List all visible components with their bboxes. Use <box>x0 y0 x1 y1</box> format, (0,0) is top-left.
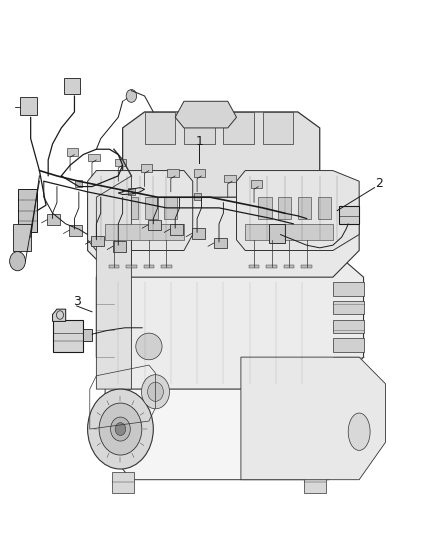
Polygon shape <box>115 159 126 166</box>
Polygon shape <box>333 301 364 314</box>
Polygon shape <box>266 265 277 268</box>
Polygon shape <box>128 188 135 195</box>
Polygon shape <box>333 282 364 296</box>
Polygon shape <box>144 265 154 268</box>
Polygon shape <box>298 197 311 219</box>
Polygon shape <box>333 320 364 333</box>
Polygon shape <box>88 154 100 161</box>
Polygon shape <box>123 112 320 197</box>
Polygon shape <box>284 265 294 268</box>
Polygon shape <box>112 472 134 493</box>
Polygon shape <box>88 176 359 277</box>
Polygon shape <box>237 171 359 251</box>
Polygon shape <box>145 112 175 144</box>
Polygon shape <box>83 329 92 341</box>
Ellipse shape <box>136 333 162 360</box>
Polygon shape <box>333 338 364 352</box>
Polygon shape <box>20 97 37 115</box>
Circle shape <box>148 382 163 401</box>
Polygon shape <box>105 224 184 240</box>
Polygon shape <box>96 282 114 296</box>
Text: 3: 3 <box>73 295 81 308</box>
Polygon shape <box>109 265 119 268</box>
Text: 2: 2 <box>375 177 383 190</box>
Polygon shape <box>96 176 131 389</box>
Circle shape <box>126 90 137 102</box>
Polygon shape <box>75 180 82 187</box>
Ellipse shape <box>348 413 370 450</box>
Circle shape <box>115 423 126 435</box>
Polygon shape <box>18 189 37 232</box>
Polygon shape <box>214 238 227 248</box>
Polygon shape <box>304 472 326 493</box>
Polygon shape <box>194 193 201 200</box>
Polygon shape <box>318 197 331 219</box>
Polygon shape <box>96 301 114 314</box>
Polygon shape <box>263 112 293 144</box>
Polygon shape <box>67 148 78 156</box>
Circle shape <box>88 389 153 469</box>
Circle shape <box>10 252 25 271</box>
Polygon shape <box>339 206 359 224</box>
Polygon shape <box>170 224 183 235</box>
Polygon shape <box>167 169 179 177</box>
Polygon shape <box>175 101 237 128</box>
Polygon shape <box>192 228 205 239</box>
Polygon shape <box>224 175 236 182</box>
Circle shape <box>141 375 170 409</box>
Polygon shape <box>96 320 114 333</box>
Polygon shape <box>105 197 118 219</box>
Polygon shape <box>251 180 262 188</box>
Polygon shape <box>13 224 31 251</box>
Polygon shape <box>269 224 285 243</box>
Polygon shape <box>126 265 137 268</box>
Polygon shape <box>164 197 177 219</box>
Polygon shape <box>53 320 83 352</box>
Polygon shape <box>148 220 161 230</box>
Polygon shape <box>145 197 158 219</box>
Polygon shape <box>113 241 126 252</box>
Circle shape <box>99 403 142 455</box>
Polygon shape <box>301 265 312 268</box>
Polygon shape <box>96 338 114 352</box>
Polygon shape <box>141 164 152 172</box>
Text: 1: 1 <box>195 135 203 148</box>
Circle shape <box>110 417 131 441</box>
Polygon shape <box>69 225 82 236</box>
Polygon shape <box>194 169 205 177</box>
Polygon shape <box>91 236 104 246</box>
Polygon shape <box>47 214 60 225</box>
Polygon shape <box>125 197 138 219</box>
Polygon shape <box>88 171 193 251</box>
Polygon shape <box>64 78 80 94</box>
Polygon shape <box>223 112 254 144</box>
Polygon shape <box>245 224 333 240</box>
Polygon shape <box>249 265 259 268</box>
Polygon shape <box>53 309 66 321</box>
Polygon shape <box>241 357 385 480</box>
Polygon shape <box>278 197 291 219</box>
Polygon shape <box>96 251 364 389</box>
Polygon shape <box>105 362 359 480</box>
Polygon shape <box>258 197 272 219</box>
Polygon shape <box>161 265 172 268</box>
Polygon shape <box>184 112 215 144</box>
